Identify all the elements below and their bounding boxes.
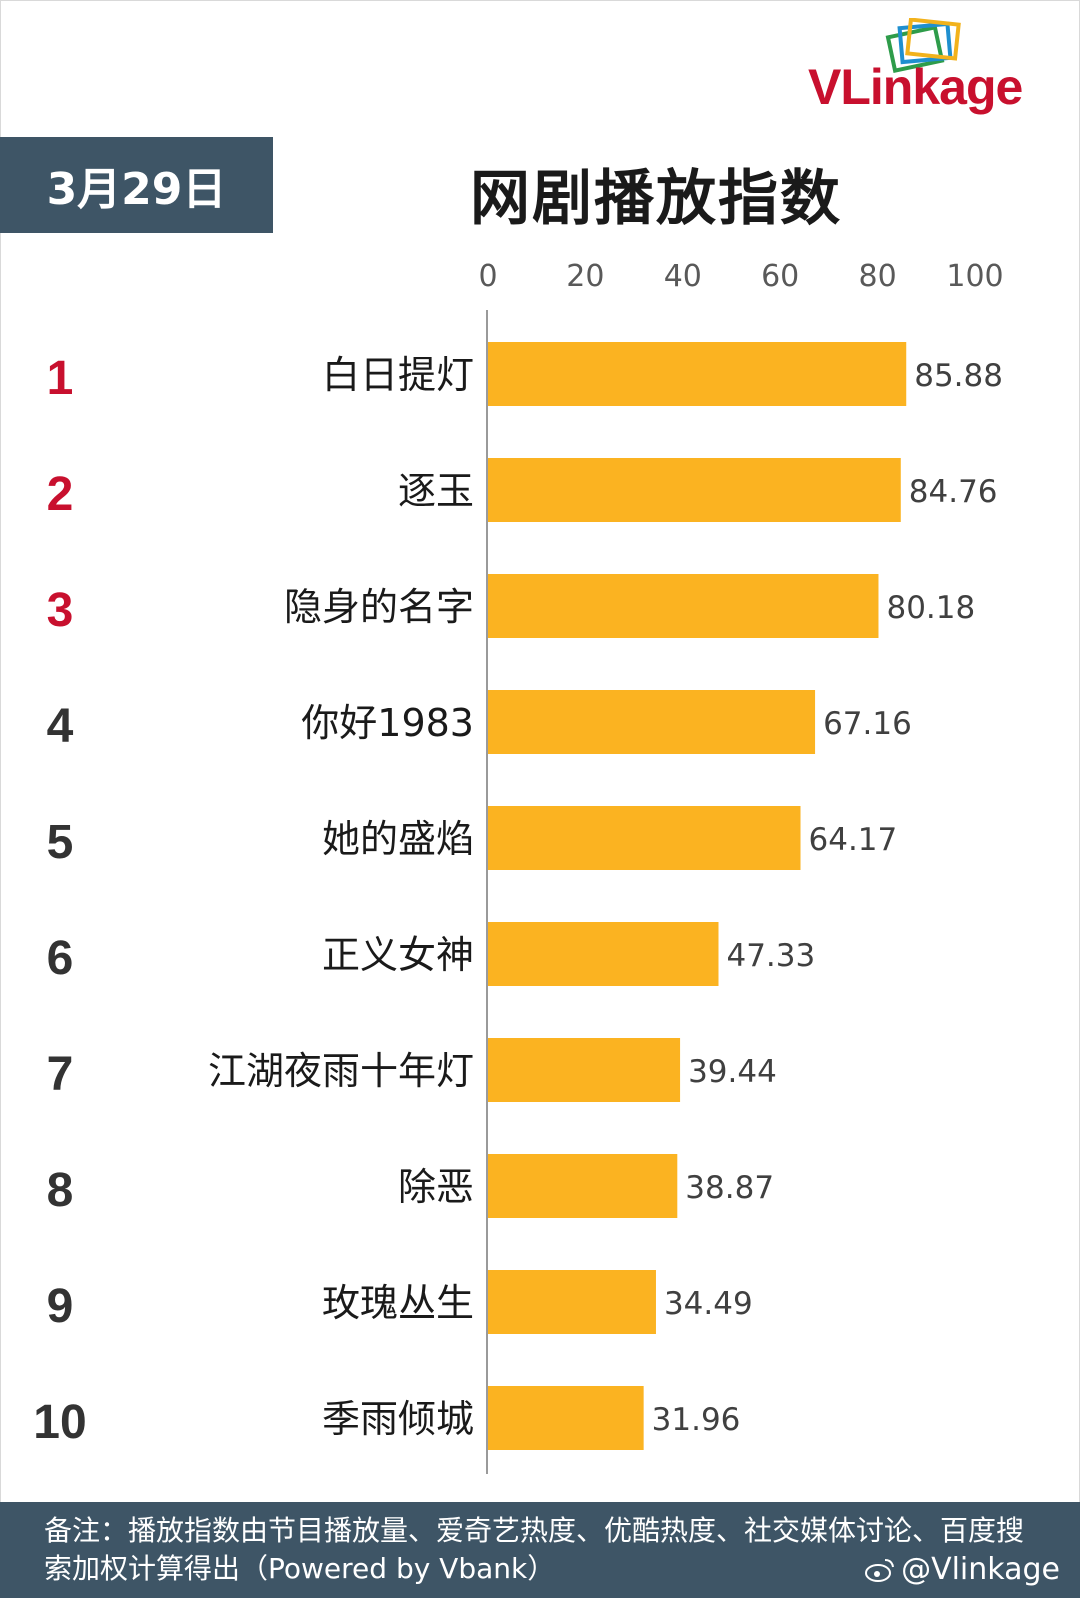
rank-number: 7 — [47, 1048, 74, 1101]
x-tick-label: 80 — [859, 259, 897, 294]
rank-number: 6 — [47, 932, 74, 985]
rank-number: 1 — [47, 352, 74, 405]
value-label: 85.88 — [914, 358, 1003, 394]
bar — [488, 1270, 656, 1334]
bar — [488, 458, 901, 522]
rank-number: 4 — [47, 700, 74, 753]
value-label: 31.96 — [652, 1402, 741, 1438]
vlinkage-logo: VLinkage — [808, 18, 1058, 118]
rank-number: 3 — [47, 584, 74, 637]
bar — [488, 690, 816, 754]
x-tick-label: 40 — [664, 259, 702, 294]
bar — [488, 1038, 681, 1102]
chart-title: 网剧播放指数 — [470, 164, 842, 234]
bar — [488, 806, 801, 870]
date-label: 3月29日 — [46, 164, 227, 215]
logo-cards-icon — [885, 18, 961, 73]
bar — [488, 574, 879, 638]
x-tick-label: 60 — [761, 259, 799, 294]
bar — [488, 1154, 678, 1218]
value-label: 80.18 — [886, 590, 975, 626]
watermark: @Vlinkage — [865, 1552, 1060, 1587]
logo-suffix: age — [939, 59, 1023, 115]
x-tick-label: 100 — [946, 259, 1003, 294]
category-label: 白日提灯 — [322, 353, 474, 397]
category-label: 季雨倾城 — [322, 1397, 474, 1441]
category-label: 除恶 — [398, 1165, 474, 1209]
category-label: 你好1983 — [301, 701, 474, 745]
value-label: 39.44 — [688, 1054, 777, 1090]
rank-number: 8 — [47, 1164, 74, 1217]
bar-chart: 0 20 40 60 80 100 1 白日提灯 85.88 2 逐玉 84.76 3 隐身的名字 80.1… — [33, 259, 1004, 1474]
category-label: 正义女神 — [322, 933, 474, 977]
x-tick-label: 20 — [566, 259, 604, 294]
x-tick-label: 0 — [478, 259, 497, 294]
value-label: 84.76 — [909, 474, 998, 510]
value-label: 64.17 — [809, 822, 898, 858]
rank-number: 10 — [33, 1396, 86, 1449]
value-label: 34.49 — [664, 1286, 753, 1322]
value-label: 67.16 — [823, 706, 912, 742]
logo-prefix: VLink — [808, 59, 940, 115]
footer: 备注：播放指数由节目播放量、爱奇艺热度、优酷热度、社交媒体讨论、百度搜索加权计算… — [0, 1502, 1080, 1598]
value-label: 38.87 — [685, 1170, 774, 1206]
rank-number: 9 — [47, 1280, 74, 1333]
category-label: 她的盛焰 — [322, 817, 474, 861]
logo-text: VLinkage — [808, 58, 1023, 116]
value-label: 47.33 — [726, 938, 815, 974]
bar — [488, 922, 719, 986]
date-badge: 3月29日 — [0, 137, 273, 233]
weibo-icon — [865, 1558, 895, 1582]
rank-number: 5 — [47, 816, 74, 869]
category-label: 隐身的名字 — [284, 585, 474, 629]
bar — [488, 342, 907, 406]
rank-number: 2 — [47, 468, 74, 521]
watermark-text: @Vlinkage — [901, 1552, 1060, 1587]
category-label: 逐玉 — [398, 469, 474, 513]
bar — [488, 1386, 644, 1450]
category-label: 玫瑰丛生 — [322, 1281, 474, 1325]
footer-note: 备注：播放指数由节目播放量、爱奇艺热度、优酷热度、社交媒体讨论、百度搜索加权计算… — [44, 1514, 1025, 1585]
category-label: 江湖夜雨十年灯 — [208, 1049, 474, 1093]
